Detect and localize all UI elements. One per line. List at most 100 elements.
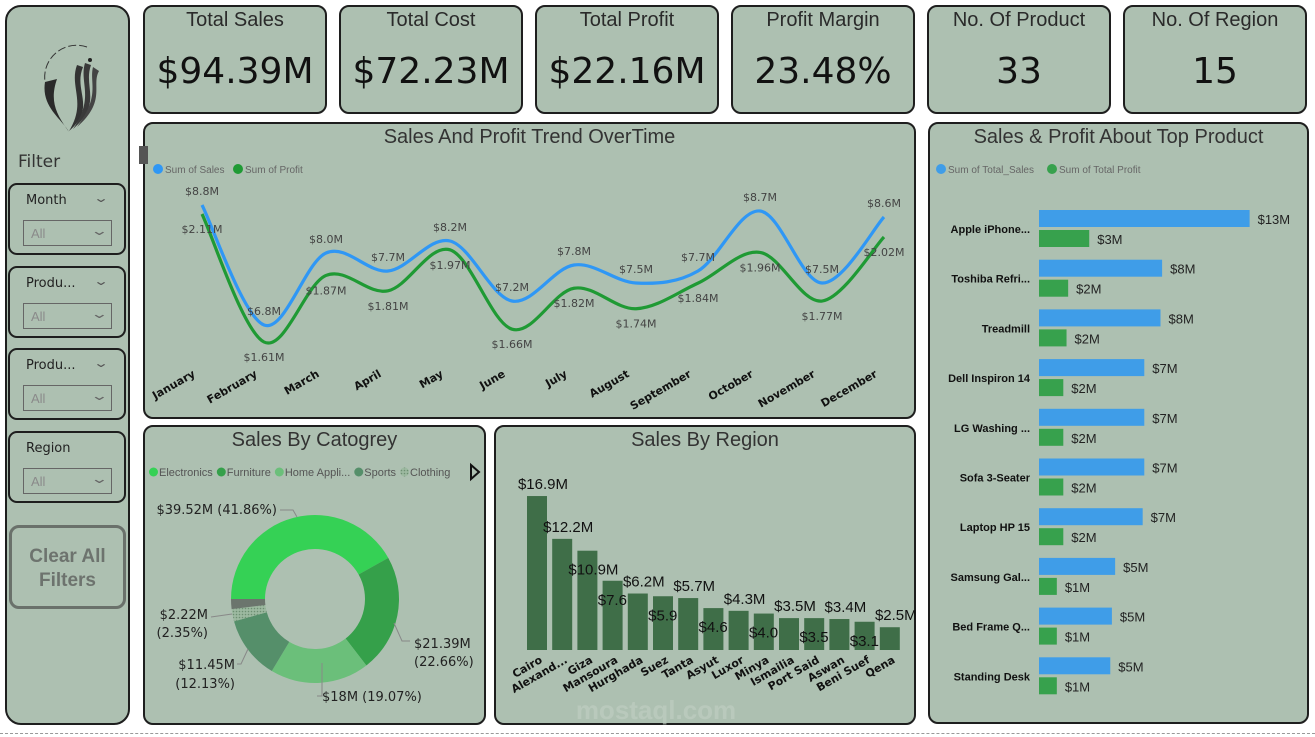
slice-data-label: $21.39M xyxy=(414,637,471,652)
x-axis-label: November xyxy=(756,367,818,410)
profit-data-label: $1.81M xyxy=(368,300,409,313)
chevron-down-icon[interactable]: ⌄ xyxy=(92,191,110,205)
region-bar xyxy=(703,608,724,650)
region-bar xyxy=(627,593,648,650)
chart-title: Sales By Region xyxy=(631,429,779,451)
bar-data-label: $6.2M xyxy=(623,574,665,591)
profit-data-label: $2.02M xyxy=(864,246,905,259)
sales-bar xyxy=(1039,557,1116,575)
chart-title: Sales By Catogrey xyxy=(231,429,398,451)
x-axis-label: May xyxy=(417,367,445,391)
legend-marker xyxy=(274,467,284,477)
chart-title: Sales & Profit About Top Product xyxy=(973,126,1264,148)
slicer-label: Region xyxy=(26,441,71,456)
slice-data-label: $39.52M (41.86%) xyxy=(156,503,277,518)
sales-data-label: $8.6M xyxy=(867,197,901,210)
x-axis-label: July xyxy=(542,367,569,390)
chevron-down-icon[interactable]: ⌄ xyxy=(92,356,110,370)
region-dropdown[interactable]: All ⌄ xyxy=(23,468,112,494)
legend-next-arrow-icon[interactable] xyxy=(470,462,481,482)
leader-line xyxy=(237,648,249,665)
x-axis-label: October xyxy=(706,367,756,403)
kpi-region-count: No. Of Region 15 xyxy=(1123,5,1307,114)
bar-data-label: $5.7M xyxy=(673,578,715,595)
profit-data-label: $2M xyxy=(1071,381,1096,396)
slice-data-label: $11.45M xyxy=(178,658,235,673)
y-axis-label: Samsung Gal... xyxy=(951,572,1030,584)
slicer-month[interactable]: Month ⌄ All ⌄ xyxy=(8,183,126,255)
sales-line xyxy=(200,204,886,327)
slicer-product-2[interactable]: Produ... ⌄ All ⌄ xyxy=(8,348,126,420)
slicer-product-1[interactable]: Produ... ⌄ All ⌄ xyxy=(8,266,126,338)
product-dropdown[interactable]: All ⌄ xyxy=(23,385,112,411)
sales-data-label: $7M xyxy=(1151,510,1176,525)
kpi-title: Profit Margin xyxy=(766,9,880,31)
y-axis-label: Apple iPhone... xyxy=(951,224,1030,236)
sales-bar xyxy=(1039,458,1145,476)
donut-slice xyxy=(231,605,267,622)
region-bar xyxy=(829,619,850,650)
page-bottom-divider xyxy=(0,733,1315,734)
profit-bar xyxy=(1039,677,1057,695)
sales-bar xyxy=(1039,607,1112,625)
x-axis-label: June xyxy=(477,367,508,392)
profit-data-label: $2M xyxy=(1071,530,1096,545)
profit-data-label: $1.77M xyxy=(802,310,843,323)
sales-bar xyxy=(1039,359,1145,377)
product-dropdown[interactable]: All ⌄ xyxy=(23,303,112,329)
profit-bar xyxy=(1039,230,1090,247)
bar-data-label: $10.9M xyxy=(568,562,618,579)
watermark: mostaql.com xyxy=(576,695,736,725)
region-bar-chart: $16.9MCairo$12.2MAlexand...$10.9MGiza$7.… xyxy=(509,476,917,725)
logo-icon xyxy=(44,44,99,132)
profit-bar xyxy=(1039,478,1064,496)
legend-label: Electronics xyxy=(159,467,213,479)
kpi-profit-margin: Profit Margin 23.48% xyxy=(731,5,915,114)
filter-heading: Filter xyxy=(18,152,61,172)
bar-data-label: $3.5M xyxy=(774,598,816,615)
region-bar xyxy=(753,613,774,650)
profit-data-label: $1.97M xyxy=(430,259,471,272)
slicer-region[interactable]: Region All ⌄ xyxy=(8,431,126,503)
sales-bar xyxy=(1039,210,1250,227)
chevron-down-icon: ⌄ xyxy=(90,223,109,238)
legend-label: Sum of Total_Sales xyxy=(948,165,1034,176)
legend-marker xyxy=(400,467,410,477)
slice-percent-label: (22.66%) xyxy=(414,655,474,670)
donut-slice xyxy=(231,515,389,599)
legend-marker xyxy=(153,164,163,174)
clear-all-filters-button[interactable]: Clear All Filters xyxy=(9,525,126,609)
sales-data-label: $7.2M xyxy=(495,281,529,294)
kpi-title: Total Sales xyxy=(186,9,284,31)
top-product-chart-panel: Sales & Profit About Top Product Sum of … xyxy=(928,122,1309,724)
legend-label: Furniture xyxy=(227,467,271,479)
legend-marker xyxy=(936,164,946,174)
x-axis-label: March xyxy=(282,367,322,397)
donut-slice xyxy=(231,599,266,610)
sales-data-label: $8M xyxy=(1169,311,1194,326)
legend-label: Home Appli... xyxy=(285,467,350,479)
chevron-down-icon: ⌄ xyxy=(90,471,109,486)
y-axis-label: Toshiba Refri... xyxy=(951,274,1030,286)
donut-slice xyxy=(234,612,290,672)
sidebar: Filter xyxy=(5,5,130,725)
bar-data-label: $12.2M xyxy=(543,519,593,536)
legend-label: Sum of Total Profit xyxy=(1059,165,1141,176)
chevron-down-icon[interactable]: ⌄ xyxy=(92,274,110,288)
slice-data-label: $2.22M xyxy=(160,608,208,623)
profit-data-label: $1M xyxy=(1065,630,1090,645)
kpi-total-cost: Total Cost $72.23M xyxy=(339,5,523,114)
y-axis-label: Bed Frame Q... xyxy=(952,622,1030,634)
kpi-value: 15 xyxy=(1192,51,1238,92)
dropdown-value: All xyxy=(31,309,46,324)
legend-marker xyxy=(233,164,243,174)
trend-chart: Sum of Sales Sum of Profit $8.8M $6.8M $8.0M… xyxy=(149,164,905,413)
scroll-handle[interactable] xyxy=(139,146,148,164)
legend-label: Sports xyxy=(364,467,396,479)
sales-data-label: $5M xyxy=(1118,659,1143,674)
month-dropdown[interactable]: All ⌄ xyxy=(23,220,112,246)
profit-line xyxy=(200,213,886,345)
sales-data-label: $7.5M xyxy=(619,263,653,276)
sales-data-label: $5M xyxy=(1123,560,1148,575)
sales-data-label: $7.7M xyxy=(681,251,715,264)
